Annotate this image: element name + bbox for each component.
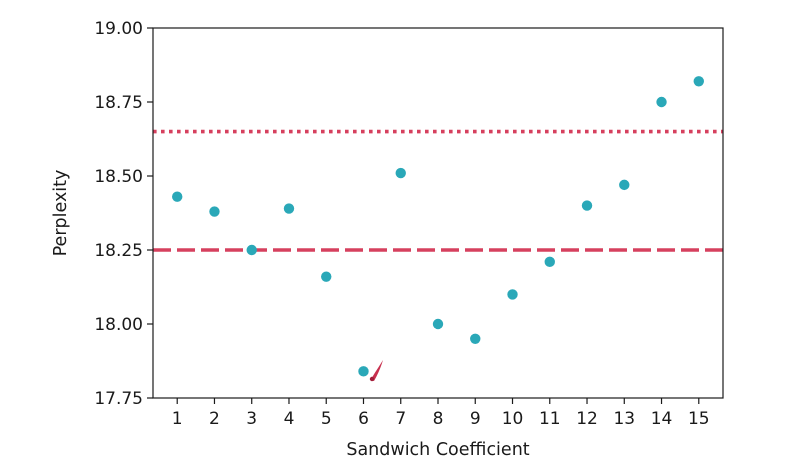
data-point [656, 96, 667, 108]
data-point [619, 179, 630, 191]
pen-cursor-icon [369, 360, 383, 382]
x-tick-label: 5 [321, 409, 332, 429]
y-tick-label: 18.25 [94, 241, 143, 261]
data-point [544, 256, 555, 268]
x-tick-label: 14 [651, 409, 673, 429]
x-tick-label: 9 [470, 409, 481, 429]
x-tick-label: 3 [246, 409, 257, 429]
data-point [507, 289, 518, 300]
x-tick-label: 11 [539, 409, 561, 429]
x-tick-label: 2 [209, 409, 220, 429]
x-tick-label: 13 [613, 409, 635, 429]
x-tick-label: 1 [172, 409, 183, 429]
data-point [321, 271, 332, 282]
y-tick-label: 18.75 [94, 93, 143, 113]
x-tick-label: 4 [284, 409, 295, 429]
y-tick-label: 18.00 [94, 315, 143, 335]
x-tick-label: 15 [688, 409, 710, 429]
data-point [358, 366, 369, 377]
data-point [581, 200, 593, 211]
y-tick-label: 18.50 [94, 167, 143, 187]
data-point [209, 206, 220, 217]
y-tick-label: 17.75 [94, 389, 143, 409]
data-point [470, 333, 481, 344]
x-tick-label: 7 [395, 409, 406, 429]
x-tick-label: 12 [576, 409, 598, 429]
x-tick-label: 6 [358, 409, 369, 429]
y-tick-label: 19.00 [94, 19, 143, 39]
x-axis-label: Sandwich Coefficient [346, 440, 529, 460]
data-point [283, 203, 295, 214]
data-point [693, 76, 704, 87]
data-point [246, 244, 257, 256]
x-tick-label: 10 [502, 409, 524, 429]
data-point [395, 167, 406, 179]
y-axis-label: Perplexity [51, 170, 71, 257]
data-point [432, 318, 444, 330]
x-tick-label: 8 [433, 409, 444, 429]
data-point [172, 191, 183, 202]
axes-frame [152, 27, 724, 399]
